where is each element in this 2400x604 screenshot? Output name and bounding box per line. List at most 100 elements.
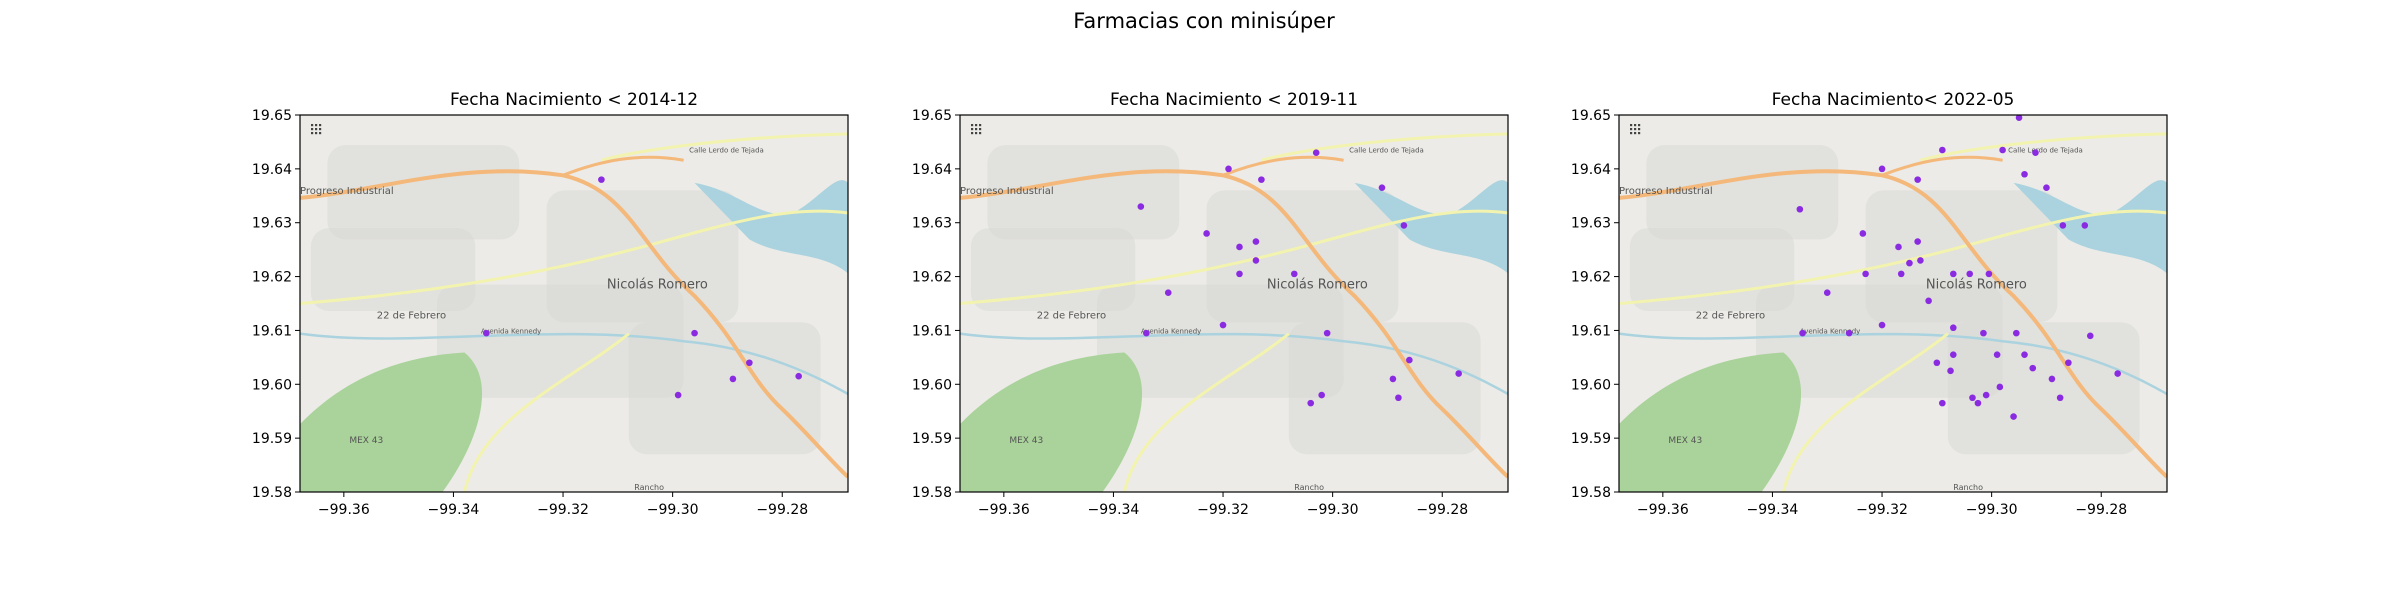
map-label-avenue: Avenida Kennedy: [1800, 328, 1860, 336]
x-tick-label: −99.36: [318, 502, 370, 518]
y-tick-label: 19.58: [912, 485, 952, 501]
scatter-series: [1796, 115, 2121, 420]
data-point: [1933, 359, 1941, 367]
data-point: [1974, 399, 1982, 407]
data-point: [1823, 289, 1831, 297]
data-point: [1236, 270, 1243, 278]
data-point: [2059, 222, 2067, 229]
x-tick-label: −99.30: [1307, 502, 1359, 518]
data-point: [2021, 170, 2028, 178]
data-point: [1993, 351, 2001, 358]
scatter-series: [1137, 149, 1462, 407]
y-tick-label: 19.65: [1571, 108, 1611, 124]
x-tick-label: −99.28: [2075, 502, 2127, 518]
figure-suptitle: Farmacias con minisúper: [1073, 9, 1335, 33]
data-point: [2010, 413, 2017, 420]
data-point: [1307, 399, 1315, 407]
data-point: [1906, 259, 1913, 267]
map-label-highway: MEX 43: [1009, 436, 1043, 446]
map-label-rancho: Rancho: [634, 483, 664, 492]
basemap: Progreso Industrial Nicolás Romero 22 de F…: [960, 115, 1508, 492]
x-tick-label: −99.30: [1966, 502, 2018, 518]
x-tick-label: −99.34: [428, 502, 480, 518]
x-tick-label: −99.32: [537, 502, 589, 518]
y-tick-label: 19.64: [912, 162, 952, 178]
data-point: [1164, 289, 1172, 297]
data-point: [1143, 329, 1150, 337]
data-point: [1878, 321, 1886, 329]
data-point: [598, 176, 605, 183]
data-point: [1318, 391, 1325, 399]
y-tick-label: 19.63: [252, 216, 292, 232]
data-point: [1895, 243, 1902, 251]
data-point: [1400, 222, 1408, 229]
data-point: [2056, 394, 2064, 402]
y-tick-label: 19.58: [1571, 485, 1611, 501]
map-label-highway: MEX 43: [1668, 436, 1702, 446]
data-point: [729, 375, 737, 383]
data-point: [1985, 270, 1993, 278]
data-point: [674, 391, 682, 399]
scatter-series: [483, 176, 802, 399]
y-tick-label: 19.60: [912, 377, 952, 393]
map-label-avenue: Avenida Kennedy: [1141, 328, 1201, 336]
data-point: [1137, 203, 1145, 210]
data-point: [1323, 329, 1331, 337]
data-point: [2081, 222, 2089, 229]
map-label-febrero: 22 de Febrero: [1037, 311, 1106, 322]
y-tick-label: 19.64: [1571, 162, 1611, 178]
basemap: Progreso Industrial Nicolás Romero 22 de F…: [300, 115, 848, 492]
axes-frame: [1618, 114, 2168, 493]
x-tick-label: −99.30: [647, 502, 699, 518]
subplot-title: Fecha Nacimiento < 2014-12: [450, 90, 698, 110]
data-point: [1996, 383, 2004, 391]
map-label-avenue: Avenida Kennedy: [481, 328, 541, 336]
data-point: [691, 329, 698, 337]
map-label-town: Nicolás Romero: [607, 277, 708, 292]
data-point: [1455, 370, 1462, 377]
data-point: [1878, 165, 1886, 173]
data-point: [483, 329, 490, 337]
axes-frame: [299, 114, 849, 493]
data-point: [1917, 257, 1924, 264]
y-tick-label: 19.65: [252, 108, 292, 124]
data-point: [1949, 270, 1957, 278]
data-point: [1389, 375, 1397, 383]
data-point: [1236, 243, 1243, 251]
map-label-town: Nicolás Romero: [1267, 277, 1368, 292]
y-tick-label: 19.62: [252, 270, 292, 286]
data-point: [1969, 394, 1976, 402]
x-tick-label: −99.36: [1637, 502, 1689, 518]
data-point: [2043, 184, 2050, 192]
y-tick-label: 19.62: [912, 270, 952, 286]
data-point: [1258, 176, 1265, 183]
data-point: [1799, 329, 1806, 337]
map-label-febrero: 22 de Febrero: [377, 311, 446, 322]
data-point: [1949, 351, 1957, 358]
data-point: [2015, 115, 2023, 121]
y-tick-label: 19.63: [912, 216, 952, 232]
data-point: [2048, 375, 2056, 383]
y-tick-label: 19.62: [1571, 270, 1611, 286]
data-point: [1939, 399, 1946, 407]
data-point: [2029, 364, 2037, 372]
data-point: [1796, 205, 1804, 213]
subplot-title: Fecha Nacimiento< 2022-05: [1772, 90, 2015, 110]
data-point: [1939, 146, 1946, 154]
x-tick-label: −99.28: [1416, 502, 1468, 518]
data-point: [1914, 238, 1921, 245]
map-label-industrial: Progreso Industrial: [1619, 186, 1713, 197]
data-point: [2114, 370, 2121, 377]
data-point: [1252, 238, 1260, 245]
y-tick-label: 19.61: [252, 323, 292, 339]
map-label-rancho: Rancho: [1294, 483, 1324, 492]
data-point: [1947, 367, 1954, 375]
map-label-industrial: Progreso Industrial: [300, 186, 394, 197]
map-panel-3: Progreso Industrial Nicolás Romero 22 de F…: [1571, 90, 2168, 518]
data-point: [1949, 324, 1957, 332]
data-point: [1203, 230, 1210, 237]
map-label-town: Nicolás Romero: [1926, 277, 2027, 292]
grid-icon: [971, 124, 982, 135]
y-tick-label: 19.60: [1571, 377, 1611, 393]
map-label-calle: Calle Lerdo de Tejada: [1349, 147, 1424, 155]
